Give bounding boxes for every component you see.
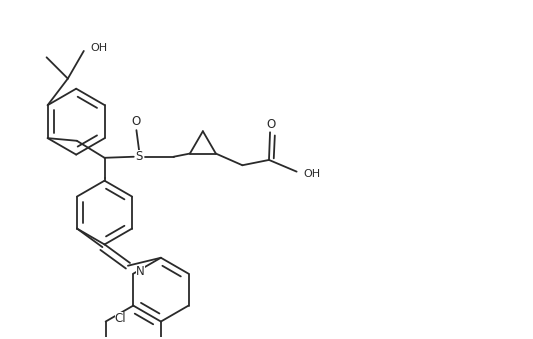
- Text: O: O: [266, 118, 276, 131]
- Text: O: O: [132, 115, 141, 127]
- Text: OH: OH: [303, 169, 320, 179]
- Text: Cl: Cl: [115, 312, 126, 325]
- Text: N: N: [136, 265, 145, 278]
- Text: S: S: [135, 150, 143, 163]
- Text: OH: OH: [90, 43, 107, 53]
